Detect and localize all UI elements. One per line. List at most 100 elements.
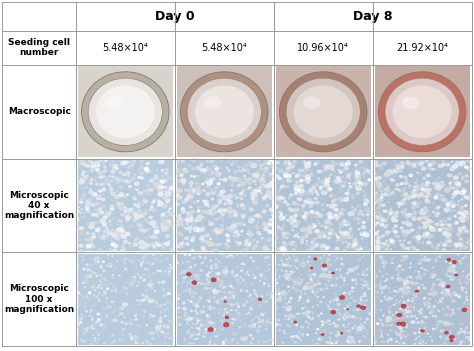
Ellipse shape <box>300 261 307 267</box>
Circle shape <box>135 315 137 316</box>
Circle shape <box>241 214 245 217</box>
Text: 5.48×10⁴: 5.48×10⁴ <box>102 43 148 53</box>
Circle shape <box>406 233 408 234</box>
Circle shape <box>168 186 172 189</box>
Circle shape <box>184 168 187 170</box>
Circle shape <box>114 318 116 319</box>
Circle shape <box>316 230 319 232</box>
Circle shape <box>388 174 390 176</box>
Circle shape <box>213 207 214 208</box>
Circle shape <box>399 333 401 335</box>
Circle shape <box>212 271 213 272</box>
Circle shape <box>170 187 173 190</box>
Circle shape <box>178 232 181 233</box>
Circle shape <box>386 325 388 326</box>
Circle shape <box>147 163 149 165</box>
Circle shape <box>421 254 422 255</box>
Circle shape <box>234 170 236 172</box>
Circle shape <box>94 340 96 342</box>
Circle shape <box>117 232 122 236</box>
Circle shape <box>149 216 153 219</box>
Circle shape <box>278 195 282 198</box>
Circle shape <box>129 248 130 249</box>
Circle shape <box>461 213 463 215</box>
Circle shape <box>444 208 447 211</box>
Circle shape <box>80 227 82 229</box>
Circle shape <box>214 289 215 290</box>
Circle shape <box>302 205 304 206</box>
Circle shape <box>292 340 293 341</box>
Circle shape <box>315 212 319 214</box>
Circle shape <box>399 170 401 172</box>
Circle shape <box>301 313 303 314</box>
Circle shape <box>265 227 268 229</box>
Circle shape <box>425 343 426 344</box>
Circle shape <box>353 245 356 247</box>
Circle shape <box>397 203 401 206</box>
Circle shape <box>357 310 358 311</box>
Circle shape <box>364 231 365 233</box>
Circle shape <box>401 256 402 257</box>
Circle shape <box>410 317 411 318</box>
Circle shape <box>342 214 344 215</box>
Circle shape <box>261 237 263 239</box>
Circle shape <box>255 317 257 318</box>
Circle shape <box>382 234 384 237</box>
Circle shape <box>114 340 115 342</box>
Circle shape <box>213 214 214 215</box>
Ellipse shape <box>334 324 339 327</box>
Circle shape <box>312 318 313 320</box>
Circle shape <box>449 262 450 263</box>
Circle shape <box>210 238 211 240</box>
Circle shape <box>424 213 426 215</box>
Circle shape <box>139 246 142 248</box>
Circle shape <box>362 256 364 257</box>
Circle shape <box>262 222 266 225</box>
Circle shape <box>121 247 126 251</box>
Circle shape <box>265 262 266 263</box>
Circle shape <box>269 219 273 221</box>
Circle shape <box>356 218 360 221</box>
Circle shape <box>187 195 190 198</box>
Circle shape <box>419 273 420 274</box>
Circle shape <box>139 230 141 231</box>
Circle shape <box>307 230 308 231</box>
Circle shape <box>234 197 238 199</box>
Circle shape <box>358 175 361 177</box>
Circle shape <box>248 274 249 276</box>
Circle shape <box>298 198 300 199</box>
Circle shape <box>383 260 384 261</box>
Ellipse shape <box>440 281 446 286</box>
Circle shape <box>438 284 440 286</box>
Circle shape <box>411 315 413 317</box>
Circle shape <box>403 164 405 165</box>
Circle shape <box>101 160 102 161</box>
Circle shape <box>365 184 366 185</box>
Circle shape <box>247 233 248 234</box>
Ellipse shape <box>385 316 392 322</box>
Circle shape <box>417 242 419 243</box>
Circle shape <box>226 210 228 212</box>
Circle shape <box>310 319 311 320</box>
Circle shape <box>205 180 209 183</box>
Circle shape <box>182 183 185 185</box>
Circle shape <box>349 186 352 188</box>
Circle shape <box>82 228 83 229</box>
Circle shape <box>441 224 444 226</box>
Circle shape <box>169 302 170 303</box>
Circle shape <box>108 214 110 217</box>
Circle shape <box>114 245 118 247</box>
Circle shape <box>167 258 168 259</box>
Circle shape <box>222 208 223 209</box>
Circle shape <box>141 161 143 163</box>
Ellipse shape <box>227 291 232 294</box>
Circle shape <box>288 318 289 319</box>
Circle shape <box>164 342 165 343</box>
Circle shape <box>403 343 404 344</box>
Circle shape <box>227 312 228 313</box>
Circle shape <box>310 279 312 280</box>
Circle shape <box>245 253 246 254</box>
Circle shape <box>458 200 460 202</box>
Circle shape <box>270 164 273 167</box>
Circle shape <box>287 179 291 182</box>
